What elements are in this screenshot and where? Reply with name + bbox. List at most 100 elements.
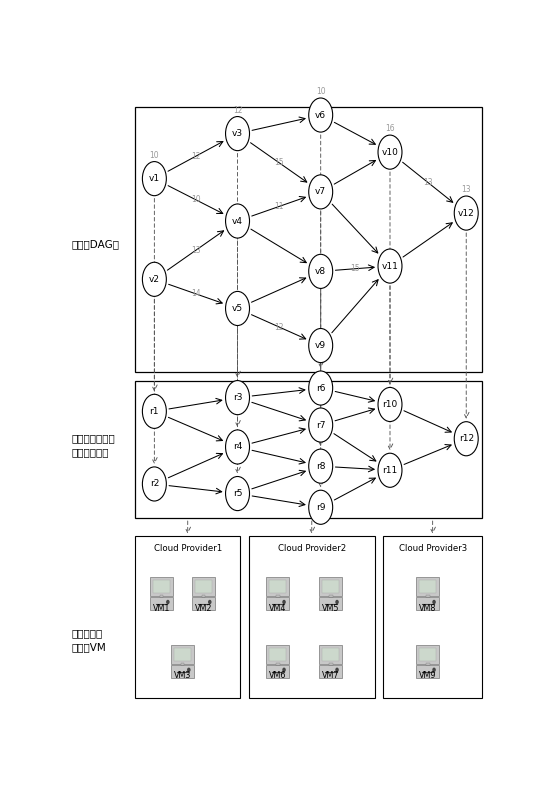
FancyBboxPatch shape [266, 645, 289, 664]
Text: r1: r1 [150, 407, 159, 416]
Circle shape [226, 476, 250, 511]
Circle shape [378, 249, 402, 283]
Bar [276, 663, 280, 666]
Circle shape [142, 467, 166, 501]
Bar [426, 595, 429, 599]
FancyBboxPatch shape [195, 581, 212, 593]
Circle shape [454, 422, 478, 456]
Circle shape [167, 600, 169, 604]
Circle shape [433, 668, 435, 672]
Text: r2: r2 [150, 479, 159, 489]
FancyBboxPatch shape [150, 577, 173, 596]
Text: v11: v11 [381, 262, 399, 271]
Text: 15: 15 [274, 158, 284, 167]
Circle shape [309, 371, 333, 405]
Text: VM4: VM4 [269, 604, 286, 612]
Text: VM9: VM9 [419, 672, 437, 680]
FancyBboxPatch shape [171, 645, 194, 664]
Circle shape [283, 668, 285, 672]
FancyBboxPatch shape [248, 536, 375, 698]
Circle shape [309, 175, 333, 209]
Text: Cloud Provider3: Cloud Provider3 [399, 543, 467, 553]
Text: 13: 13 [191, 246, 201, 255]
Text: VM2: VM2 [195, 604, 212, 612]
Circle shape [226, 291, 250, 326]
Text: v2: v2 [149, 274, 160, 284]
Bar [160, 595, 163, 599]
FancyBboxPatch shape [266, 597, 289, 610]
Text: 13: 13 [461, 185, 471, 195]
Text: r12: r12 [459, 434, 474, 443]
Text: VM7: VM7 [322, 672, 339, 680]
Bar [201, 595, 205, 599]
Circle shape [226, 380, 250, 414]
FancyBboxPatch shape [419, 581, 437, 593]
Text: r6: r6 [316, 384, 326, 392]
Text: 14: 14 [191, 290, 201, 298]
FancyBboxPatch shape [416, 577, 439, 596]
Text: v10: v10 [381, 148, 399, 157]
Text: VM3: VM3 [174, 672, 191, 680]
Text: v12: v12 [458, 209, 475, 218]
FancyBboxPatch shape [319, 597, 342, 610]
Text: VM6: VM6 [269, 672, 286, 680]
Text: v8: v8 [315, 267, 326, 276]
Text: 10: 10 [150, 151, 159, 160]
Bar [329, 595, 333, 599]
FancyBboxPatch shape [384, 536, 482, 698]
FancyBboxPatch shape [319, 665, 342, 678]
Text: Cloud Provider2: Cloud Provider2 [278, 543, 346, 553]
Circle shape [309, 449, 333, 483]
Text: 13: 13 [423, 178, 433, 187]
Text: v4: v4 [232, 217, 243, 225]
Circle shape [209, 600, 211, 604]
FancyBboxPatch shape [322, 581, 339, 593]
Text: r4: r4 [233, 442, 242, 452]
Text: r11: r11 [383, 466, 397, 475]
Circle shape [142, 263, 166, 297]
Text: 10: 10 [316, 87, 326, 97]
Text: r7: r7 [316, 421, 326, 430]
Text: v3: v3 [232, 129, 243, 138]
Text: 12: 12 [233, 106, 242, 115]
Text: r3: r3 [233, 393, 242, 402]
Circle shape [226, 116, 250, 150]
Circle shape [283, 600, 285, 604]
FancyBboxPatch shape [135, 536, 240, 698]
FancyBboxPatch shape [153, 581, 170, 593]
Text: 12: 12 [274, 323, 284, 331]
Bar [181, 663, 184, 666]
Text: r5: r5 [233, 489, 242, 498]
Circle shape [226, 204, 250, 238]
FancyBboxPatch shape [269, 581, 286, 593]
FancyBboxPatch shape [419, 648, 437, 661]
Text: r10: r10 [383, 400, 397, 409]
FancyBboxPatch shape [416, 645, 439, 664]
Text: r9: r9 [316, 503, 326, 512]
Text: Cloud Provider1: Cloud Provider1 [153, 543, 222, 553]
Bar [426, 663, 429, 666]
FancyBboxPatch shape [266, 665, 289, 678]
FancyBboxPatch shape [319, 645, 342, 664]
Circle shape [454, 196, 478, 230]
Text: VM1: VM1 [153, 604, 170, 612]
FancyBboxPatch shape [416, 665, 439, 678]
Circle shape [226, 430, 250, 464]
Text: r8: r8 [316, 462, 326, 471]
Text: 16: 16 [385, 124, 395, 133]
Text: v7: v7 [315, 187, 326, 196]
Circle shape [309, 408, 333, 442]
Text: 15: 15 [351, 264, 360, 273]
Text: VM5: VM5 [322, 604, 339, 612]
Text: 12: 12 [191, 152, 201, 161]
Circle shape [433, 600, 435, 604]
FancyBboxPatch shape [150, 597, 173, 610]
Circle shape [336, 668, 338, 672]
Text: v9: v9 [315, 341, 326, 350]
Text: VM8: VM8 [419, 604, 437, 612]
Circle shape [378, 388, 402, 422]
Text: 10: 10 [191, 195, 201, 204]
FancyBboxPatch shape [266, 577, 289, 596]
FancyBboxPatch shape [171, 665, 194, 678]
Circle shape [142, 394, 166, 429]
